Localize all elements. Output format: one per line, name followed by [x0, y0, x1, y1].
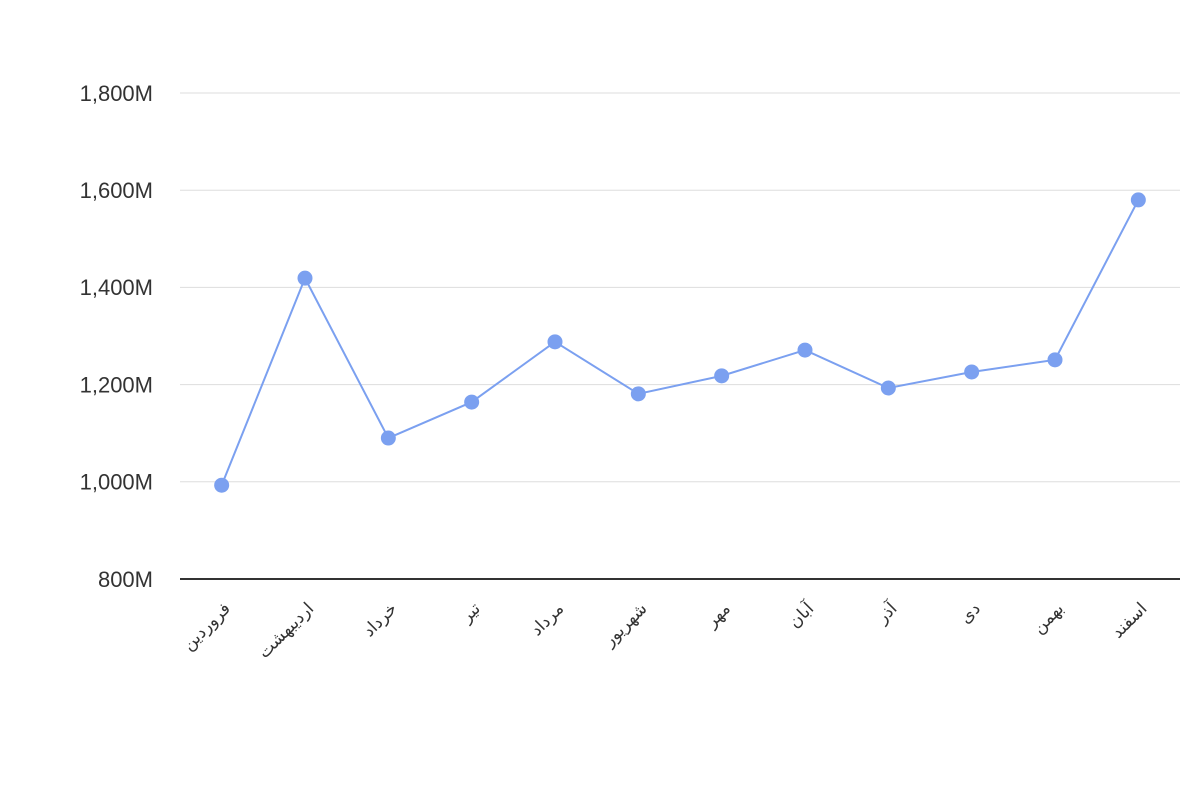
- x-tick-label: خرداد: [359, 599, 401, 641]
- point: [714, 368, 730, 384]
- point: [1047, 352, 1063, 368]
- x-tick-label: بهمن: [1029, 599, 1068, 638]
- x-tick-label: اردیبهشت: [254, 599, 318, 663]
- x-tick-label: دی: [956, 599, 985, 628]
- point: [1130, 192, 1146, 208]
- x-tick-label: مهر: [701, 599, 734, 632]
- line: [220, 199, 1140, 486]
- x-tick-label: فروردین: [179, 599, 235, 655]
- point: [380, 430, 396, 446]
- point: [297, 270, 313, 286]
- point: [880, 380, 896, 396]
- y-tick-label: 1,000M: [80, 470, 153, 495]
- y-tick-label: 1,800M: [80, 81, 153, 106]
- x-tick-label: شهریور: [599, 599, 651, 651]
- point: [214, 477, 230, 493]
- point: [464, 394, 480, 410]
- x-tick-label: تیر: [456, 599, 485, 628]
- x-tick-label: آبان: [783, 597, 819, 633]
- x-tick-label: مرداد: [527, 599, 568, 640]
- y-tick-label: 1,600M: [80, 178, 153, 203]
- y-tick-label: 1,400M: [80, 275, 153, 300]
- y-tick-label: 1,200M: [80, 372, 153, 397]
- point: [547, 334, 563, 350]
- point: [797, 342, 813, 358]
- point: [630, 386, 646, 402]
- x-tick-label: اسفند: [1108, 599, 1152, 643]
- y-tick-label: 800M: [98, 567, 153, 592]
- x-tick-label: آذر: [871, 597, 903, 629]
- point: [964, 364, 980, 380]
